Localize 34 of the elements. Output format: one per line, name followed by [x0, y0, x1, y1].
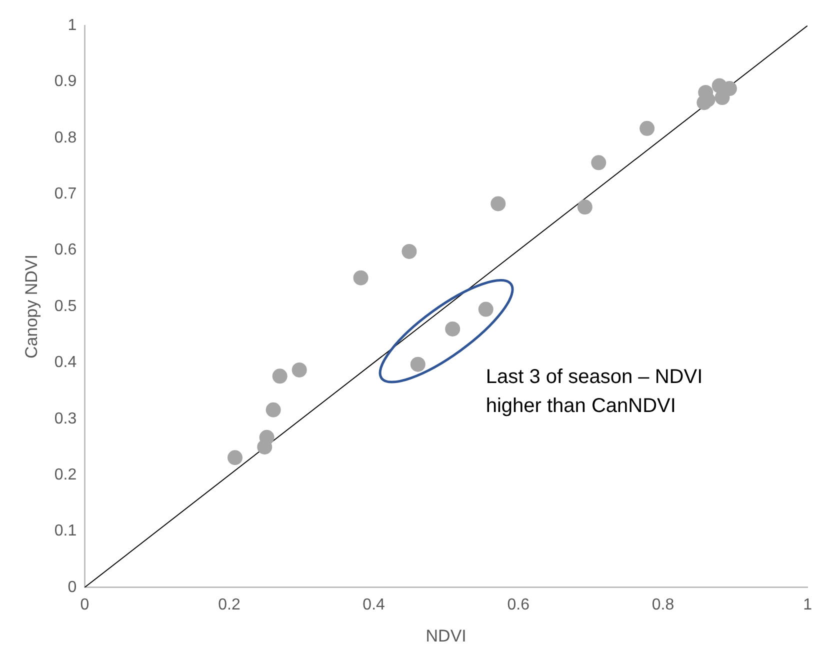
point: [410, 356, 426, 372]
y-tick-label: 0.9: [54, 73, 77, 90]
y-tick-label: 1: [68, 17, 77, 34]
y-tick-label: 0.2: [54, 466, 77, 484]
point: [445, 321, 460, 336]
point: [478, 302, 494, 317]
point: [266, 402, 281, 418]
point: [640, 120, 655, 136]
point: [402, 244, 417, 259]
x-axis-title: NDVI: [426, 626, 466, 646]
y-tick-label: 0: [68, 578, 77, 596]
x-tick-label: 0.6: [507, 596, 530, 614]
point: [259, 430, 274, 445]
point: [591, 155, 606, 170]
y-tick-label: 0.5: [54, 298, 77, 315]
point: [577, 200, 592, 215]
y-axis-title: Canopy NDVI: [22, 254, 41, 358]
x-tick-label: 0: [80, 596, 90, 614]
point: [272, 368, 288, 384]
x-tick-label: 0.2: [218, 596, 240, 614]
point: [353, 270, 368, 286]
point: [490, 196, 506, 212]
x-tick-label: 1: [803, 596, 812, 614]
y-tick-label: 0.4: [54, 354, 77, 372]
y-tick-label: 0.8: [54, 129, 77, 146]
point: [228, 450, 243, 466]
annotation: Last 3 of season – NDVI higher than CanNDVI: [486, 364, 704, 419]
x-tick-label: 0.4: [362, 596, 386, 614]
y-tick-label: 0.6: [54, 242, 77, 259]
y-tick-label: 0.7: [54, 186, 77, 203]
x-tick-label: 0.8: [652, 596, 674, 614]
y-tick-label: 0.1: [54, 522, 77, 540]
y-tick-label: 0.3: [54, 410, 77, 428]
point: [292, 362, 307, 378]
